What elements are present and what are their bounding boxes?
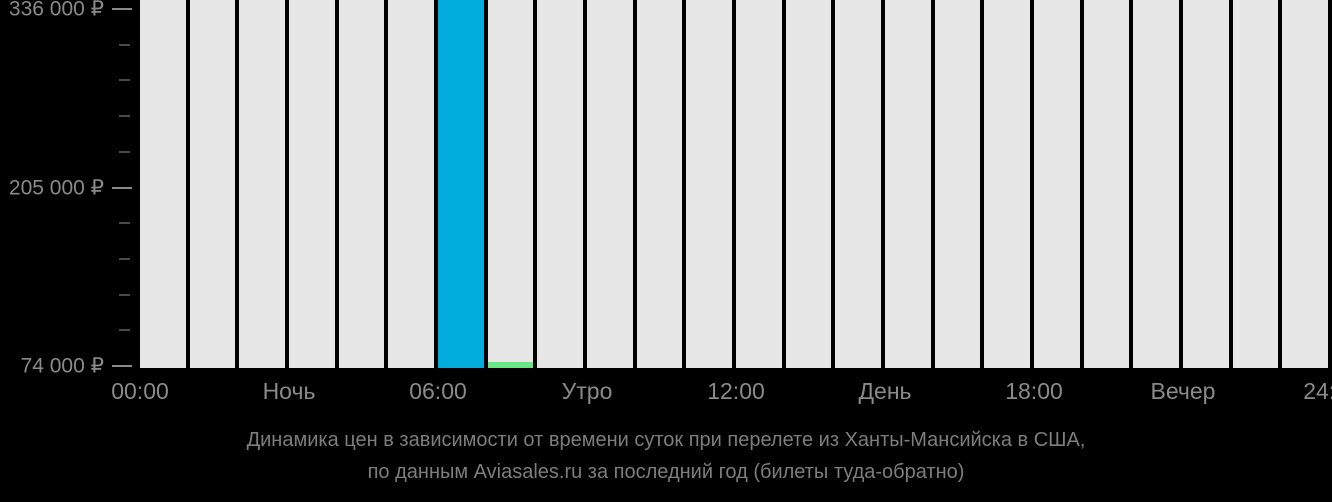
bar-background [1282, 0, 1328, 368]
y-axis-tick-minor [119, 115, 130, 118]
bar-slot[interactable] [189, 0, 236, 368]
x-axis-label: 18:00 [1005, 378, 1063, 404]
y-axis-tick-minor [119, 329, 130, 332]
x-axis-label: 06:00 [409, 378, 467, 404]
bar-slot[interactable] [1232, 0, 1279, 368]
y-axis-label: 336 000 ₽ [8, 0, 104, 21]
x-axis-label: 24:00 [1303, 378, 1332, 404]
bar-slot[interactable] [438, 0, 484, 368]
bar-background [1133, 0, 1179, 368]
x-axis-label: 12:00 [707, 378, 765, 404]
bar-slot[interactable] [1034, 0, 1080, 368]
bar-background [736, 0, 782, 368]
bar-background [934, 0, 981, 368]
x-axis-label: Утро [561, 378, 613, 404]
x-axis-label: Ночь [262, 378, 316, 404]
y-axis-label: 74 000 ₽ [20, 354, 104, 378]
x-axis-label: День [858, 378, 912, 404]
bar-slot[interactable] [736, 0, 782, 368]
y-axis-tick-minor [119, 257, 130, 260]
bar-slot[interactable] [835, 0, 881, 368]
x-axis-label: 00:00 [111, 378, 169, 404]
bar-slot[interactable] [1133, 0, 1179, 368]
y-axis-tick-minor [119, 222, 130, 225]
bar-background [1083, 0, 1130, 368]
y-axis-label: 205 000 ₽ [8, 176, 104, 199]
bar-background [984, 0, 1030, 368]
bar-background [487, 0, 534, 368]
bar-cheap [487, 362, 534, 368]
bar-slot[interactable] [338, 0, 385, 368]
bar-background [537, 0, 583, 368]
bar-background [785, 0, 832, 368]
bar-background [239, 0, 285, 368]
y-axis: 336 000 ₽ 205 000 ₽ 74 000 ₽ [0, 0, 140, 378]
bar-background [289, 0, 335, 368]
bar-background [338, 0, 385, 368]
bar-background [189, 0, 236, 368]
bar-slot[interactable] [587, 0, 633, 368]
x-axis-label: Вечер [1150, 378, 1216, 404]
bar-background [1183, 0, 1229, 368]
bar-slot[interactable] [686, 0, 732, 368]
bar-background [835, 0, 881, 368]
y-axis-tick-major [112, 365, 132, 367]
bar-highlight [438, 0, 484, 368]
bar-slot[interactable] [388, 0, 434, 368]
bar-slot[interactable] [1282, 0, 1328, 368]
bar-slot[interactable] [934, 0, 981, 368]
bar-slot[interactable] [239, 0, 285, 368]
chart-caption: Динамика цен в зависимости от времени су… [0, 424, 1332, 488]
bar-slot[interactable] [1183, 0, 1229, 368]
bar-slot[interactable] [785, 0, 832, 368]
bar-slot[interactable] [984, 0, 1030, 368]
y-axis-tick-major [112, 8, 132, 10]
bar-background [636, 0, 683, 368]
bar-slot[interactable] [1083, 0, 1130, 368]
bar-background [1034, 0, 1080, 368]
y-axis-tick-major [112, 186, 132, 189]
bar-background [388, 0, 434, 368]
plot-area [140, 0, 1332, 368]
bar-background [885, 0, 931, 368]
caption-line-2: по данным Aviasales.ru за последний год … [367, 461, 965, 483]
y-axis-tick-minor [119, 150, 130, 153]
bar-slot[interactable] [537, 0, 583, 368]
caption-line-1: Динамика цен в зависимости от времени су… [246, 429, 1086, 451]
bar-slot[interactable] [487, 0, 534, 368]
bar-slot[interactable] [885, 0, 931, 368]
bar-background [1232, 0, 1279, 368]
bar-slot[interactable] [140, 0, 186, 368]
bar-background [686, 0, 732, 368]
bar-slot[interactable] [636, 0, 683, 368]
bar-background [587, 0, 633, 368]
x-axis: 00:00 Ночь 06:00 Утро 12:00 День 18:00 Вечер 24:… [111, 368, 1332, 420]
y-axis-tick-minor [119, 79, 130, 82]
y-axis-tick-minor [119, 293, 130, 296]
bar-slot[interactable] [289, 0, 335, 368]
y-axis-tick-minor [119, 43, 130, 46]
bar-background [140, 0, 186, 368]
